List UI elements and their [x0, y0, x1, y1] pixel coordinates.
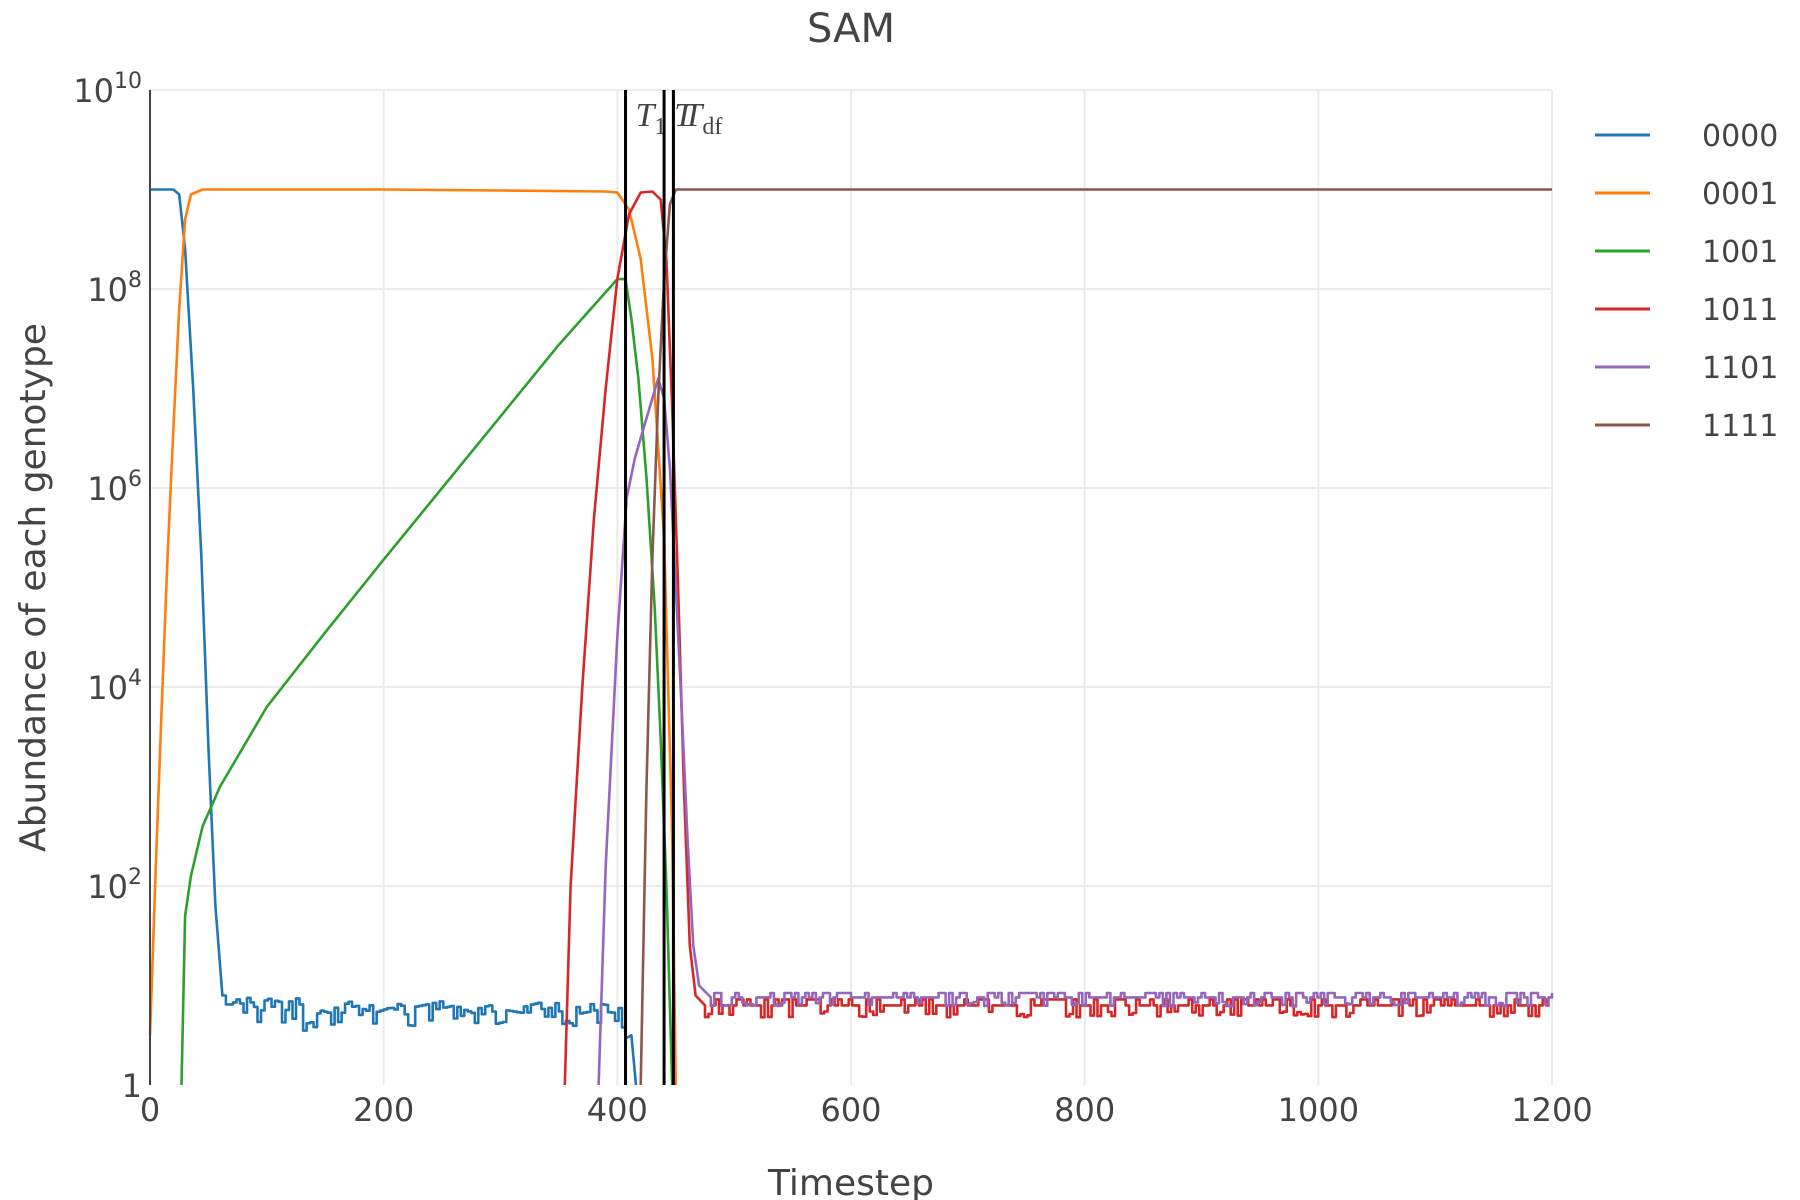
series-line-1001 — [180, 277, 674, 1086]
legend-item-1111[interactable]: 1111 — [1595, 409, 1778, 444]
annotation-label: T1 — [636, 97, 667, 140]
x-tick-label: 1200 — [1511, 1091, 1592, 1129]
y-tick-label: 102 — [87, 865, 142, 906]
x-tick-label: 0 — [140, 1091, 160, 1129]
legend-label: 1001 — [1702, 235, 1778, 270]
legend-item-1011[interactable]: 1011 — [1595, 293, 1778, 328]
y-axis-title: Abundance of each genotype — [13, 323, 54, 852]
legend-item-1001[interactable]: 1001 — [1595, 235, 1778, 270]
y-tick-label: 1010 — [73, 69, 142, 110]
annotation-label: Tdf — [683, 97, 722, 140]
x-tick-labels: 0 200 400 600 800 1000 1200 — [140, 1091, 1593, 1129]
legend-label: 0000 — [1702, 119, 1778, 154]
series-line-0000 — [150, 188, 638, 1086]
y-tick-label: 106 — [87, 467, 142, 508]
y-tick-label: 108 — [87, 268, 142, 309]
x-tick-label: 400 — [587, 1091, 648, 1129]
legend-label: 0001 — [1702, 177, 1778, 212]
series-line-1101 — [597, 377, 1554, 1086]
y-tick-label: 1 — [122, 1067, 142, 1105]
y-tick-labels: 1 102 104 106 108 1010 — [73, 69, 142, 1105]
x-tick-label: 800 — [1054, 1091, 1115, 1129]
legend-item-0001[interactable]: 0001 — [1595, 177, 1778, 212]
x-tick-label: 1000 — [1278, 1091, 1359, 1129]
x-axis-title: Timestep — [767, 1163, 934, 1200]
series-line-1111 — [639, 188, 1552, 1086]
legend-label: 1011 — [1702, 293, 1778, 328]
legend-label: 1111 — [1702, 409, 1778, 444]
series-layer — [148, 188, 1554, 1086]
chart-title: SAM — [807, 6, 895, 52]
legend-label: 1101 — [1702, 351, 1778, 386]
annotation-label: T — [674, 97, 695, 134]
series-line-1011 — [563, 190, 1550, 1086]
y-tick-label: 104 — [87, 666, 142, 707]
legend-item-0000[interactable]: 0000 — [1595, 119, 1778, 154]
series-line-0001 — [148, 188, 678, 1086]
x-tick-label: 600 — [820, 1091, 881, 1129]
legend: 0000 0001 1001 1011 1101 1111 — [1595, 119, 1778, 444]
x-tick-label: 200 — [353, 1091, 414, 1129]
legend-item-1101[interactable]: 1101 — [1595, 351, 1778, 386]
gridlines — [150, 89, 1553, 1085]
